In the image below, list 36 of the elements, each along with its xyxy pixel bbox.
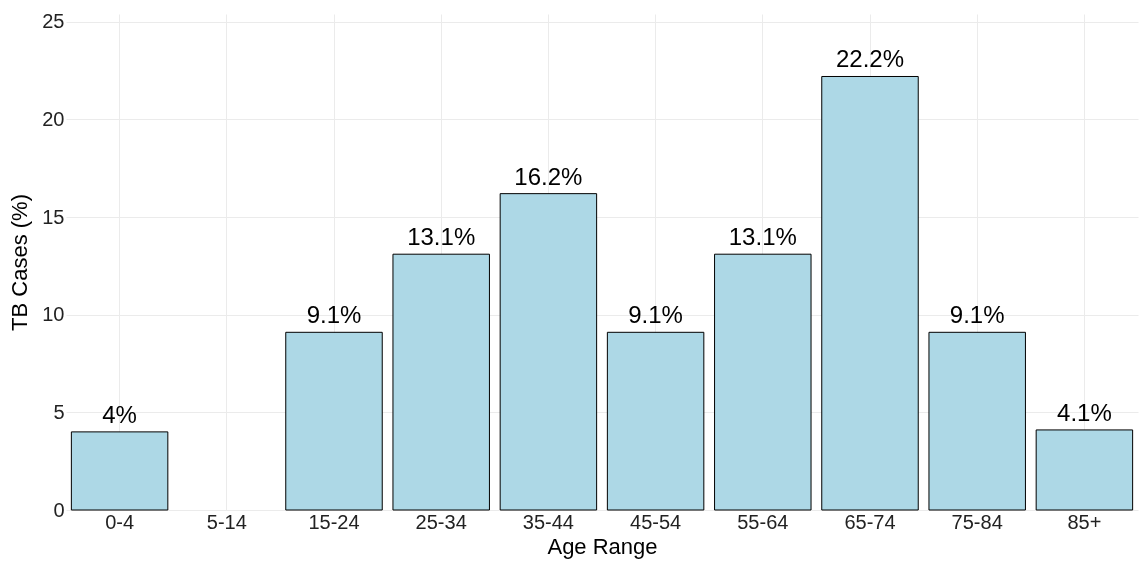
x-tick-label: 45-54 <box>630 510 682 533</box>
x-tick-label: 75-84 <box>951 510 1003 533</box>
bar <box>821 75 919 511</box>
data-label: 9.1% <box>306 301 362 329</box>
data-label: 13.1% <box>407 223 476 251</box>
data-label: 22.2% <box>835 45 905 73</box>
y-axis-title: TB Cases (%) <box>7 194 33 331</box>
x-tick-label: 35-44 <box>522 510 574 533</box>
x-tick-label: 0-4 <box>105 510 135 533</box>
y-tick-label: 15 <box>42 205 65 228</box>
y-tick-label: 10 <box>42 303 65 326</box>
bar <box>499 193 598 511</box>
data-label: 16.2% <box>514 162 583 190</box>
bar <box>285 331 383 511</box>
bar <box>70 431 169 511</box>
x-tick-label: 85+ <box>1067 510 1102 533</box>
bar <box>392 253 490 511</box>
data-label: 9.1% <box>949 301 1005 329</box>
x-tick-label: 65-74 <box>844 510 896 533</box>
x-tick-label: 55-64 <box>737 510 789 533</box>
bar <box>928 331 1026 511</box>
data-label: 4% <box>102 400 137 428</box>
y-tick-label: 25 <box>42 10 65 33</box>
x-tick-label: 25-34 <box>415 510 467 533</box>
data-label: 13.1% <box>728 223 797 251</box>
x-tick-label: 5-14 <box>206 510 247 533</box>
x-tick-label: 15-24 <box>308 510 360 533</box>
y-tick-label: 20 <box>42 107 65 130</box>
y-tick-label: 5 <box>53 400 65 423</box>
bar <box>606 331 705 511</box>
bar <box>1035 429 1134 511</box>
x-axis-title: Age Range <box>547 533 658 559</box>
data-label: 9.1% <box>628 301 683 329</box>
data-label: 4.1% <box>1057 398 1112 426</box>
bar <box>714 253 812 511</box>
y-tick-label: 0 <box>53 498 65 521</box>
